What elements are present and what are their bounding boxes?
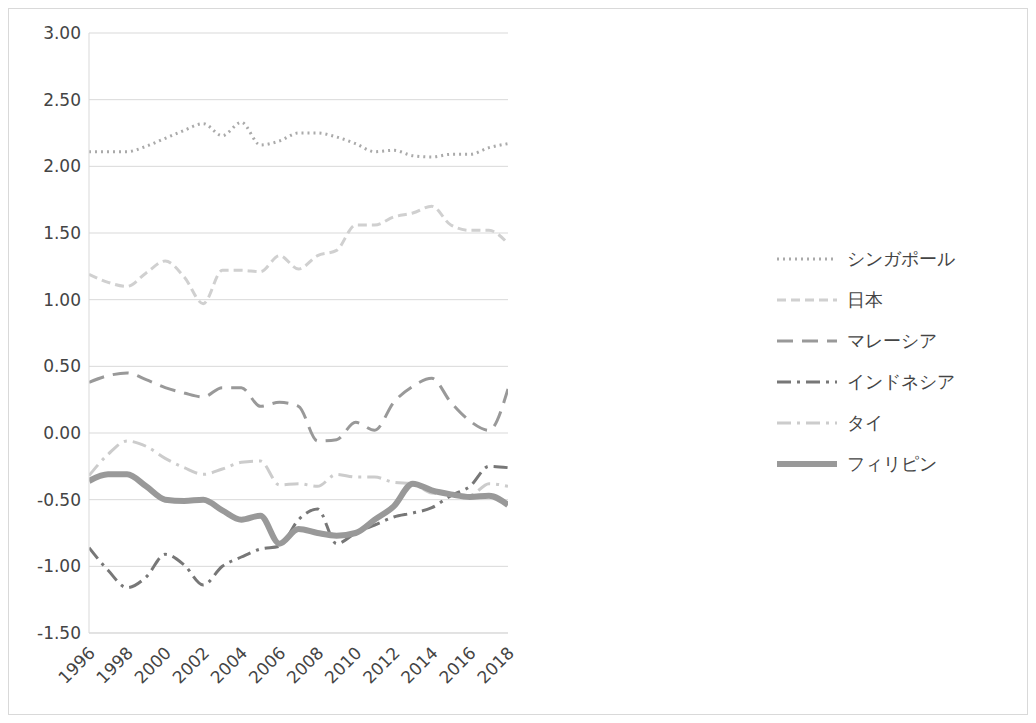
svg-text:2010: 2010 <box>321 643 366 688</box>
svg-text:-1.00: -1.00 <box>37 556 81 576</box>
svg-text:2018: 2018 <box>473 643 518 688</box>
svg-text:1.50: 1.50 <box>43 223 81 243</box>
svg-text:2.00: 2.00 <box>43 156 81 176</box>
svg-text:2008: 2008 <box>283 643 328 688</box>
html-text:マレーシア: マレーシア <box>847 330 937 351</box>
svg-text:2014: 2014 <box>397 643 442 688</box>
svg-text:3.00: 3.00 <box>43 23 81 43</box>
svg-text:-0.50: -0.50 <box>37 490 81 510</box>
svg-text:2002: 2002 <box>168 643 213 688</box>
svg-text:0.50: 0.50 <box>43 356 81 376</box>
svg-text:-1.50: -1.50 <box>37 623 81 643</box>
html-text:シンガポール: シンガポール <box>847 248 955 269</box>
svg-text:2.50: 2.50 <box>43 90 81 110</box>
html-text:タイ: タイ <box>847 412 883 433</box>
svg-text:2012: 2012 <box>359 643 404 688</box>
svg-text:2006: 2006 <box>245 643 290 688</box>
html-text:日本: 日本 <box>847 289 883 310</box>
html-text:インドネシア: インドネシア <box>847 371 955 392</box>
svg-text:0.00: 0.00 <box>43 423 81 443</box>
svg-text:1996: 1996 <box>54 643 99 688</box>
svg-text:1.00: 1.00 <box>43 290 81 310</box>
svg-text:2000: 2000 <box>130 643 175 688</box>
svg-text:2004: 2004 <box>207 643 252 688</box>
svg-text:2016: 2016 <box>435 643 480 688</box>
html-text:フィリピン: フィリピン <box>847 453 937 474</box>
svg-text:1998: 1998 <box>92 643 137 688</box>
